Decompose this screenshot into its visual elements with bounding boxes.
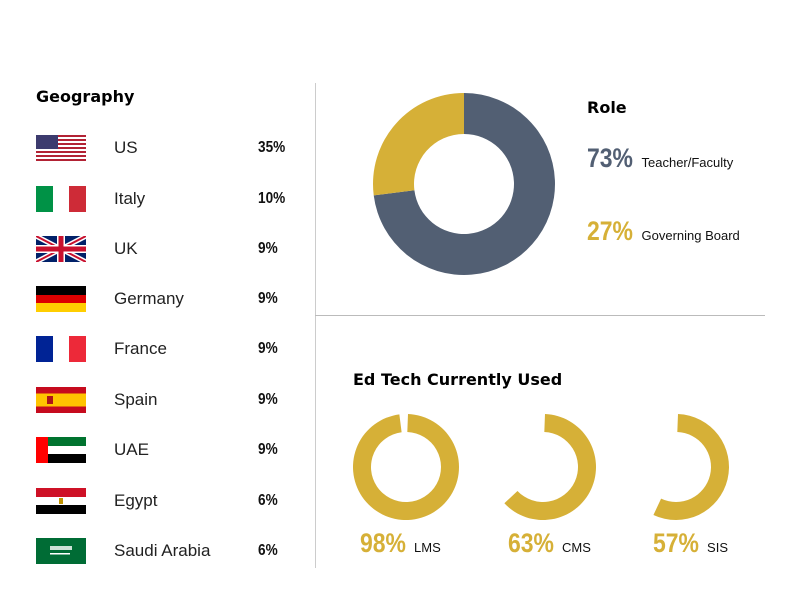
geography-row: Spain 9% — [36, 387, 296, 415]
edtech-arc-cms — [504, 414, 596, 520]
country-name: UK — [114, 239, 138, 258]
country-name: Germany — [114, 289, 184, 308]
board-label: Governing Board — [641, 228, 740, 243]
role-slice-teacher-faculty — [373, 93, 555, 275]
egypt-flag-icon — [36, 488, 86, 514]
country-pct: 9% — [258, 340, 278, 357]
geography-row: UK 9% — [36, 236, 296, 264]
geography-row: US 35% — [36, 135, 296, 163]
vertical-divider — [315, 83, 316, 568]
italy-flag-icon — [36, 186, 86, 212]
country-pct: 9% — [258, 290, 278, 307]
cms-name: CMS — [562, 540, 591, 555]
sis-label: 57% SIS — [653, 528, 728, 559]
country-name: Egypt — [114, 491, 158, 510]
country-pct: 10% — [258, 190, 286, 207]
role-title: Role — [587, 98, 627, 117]
edtech-arc-lms — [352, 414, 459, 520]
spain-flag-icon — [36, 387, 86, 413]
country-pct: 6% — [258, 542, 278, 559]
lms-label: 98% LMS — [360, 528, 441, 559]
sis-pct: 57% — [653, 528, 699, 558]
country-pct: 9% — [258, 240, 278, 257]
board-pct: 27% — [587, 216, 633, 246]
country-name: France — [114, 339, 167, 358]
teacher-label: Teacher/Faculty — [641, 155, 734, 170]
country-name: Spain — [114, 390, 158, 409]
edtech-title: Ed Tech Currently Used — [353, 370, 563, 389]
country-name: US — [114, 138, 138, 157]
country-pct: 35% — [258, 139, 286, 156]
uk-flag-icon — [36, 236, 86, 262]
geography-row: Saudi Arabia 6% — [36, 538, 296, 566]
role-slice-governing-board — [373, 93, 464, 196]
geography-row: Egypt 6% — [36, 488, 296, 516]
geography-row: Italy 10% — [36, 186, 296, 214]
us-flag-icon — [36, 135, 86, 161]
horizontal-divider — [315, 315, 765, 316]
geography-row: Germany 9% — [36, 286, 296, 314]
legend-teacher: 73% Teacher/Faculty — [587, 143, 733, 174]
country-name: UAE — [114, 440, 149, 459]
teacher-pct: 73% — [587, 143, 633, 173]
country-pct: 6% — [258, 492, 278, 509]
saudi-arabia-flag-icon — [36, 538, 86, 564]
france-flag-icon — [36, 336, 86, 362]
geography-title: Geography — [36, 87, 135, 106]
cms-label: 63% CMS — [508, 528, 591, 559]
uae-flag-icon — [36, 437, 86, 463]
country-name: Saudi Arabia — [114, 541, 211, 560]
country-name: Italy — [114, 189, 146, 208]
legend-board: 27% Governing Board — [587, 216, 740, 247]
germany-flag-icon — [36, 286, 86, 312]
country-pct: 9% — [258, 441, 278, 458]
edtech-arc-sis — [653, 414, 730, 520]
country-pct: 9% — [258, 391, 278, 408]
geography-row: UAE 9% — [36, 437, 296, 465]
cms-pct: 63% — [508, 528, 554, 558]
lms-name: LMS — [414, 540, 441, 555]
lms-pct: 98% — [360, 528, 406, 558]
geography-row: France 9% — [36, 336, 296, 364]
sis-name: SIS — [707, 540, 729, 555]
